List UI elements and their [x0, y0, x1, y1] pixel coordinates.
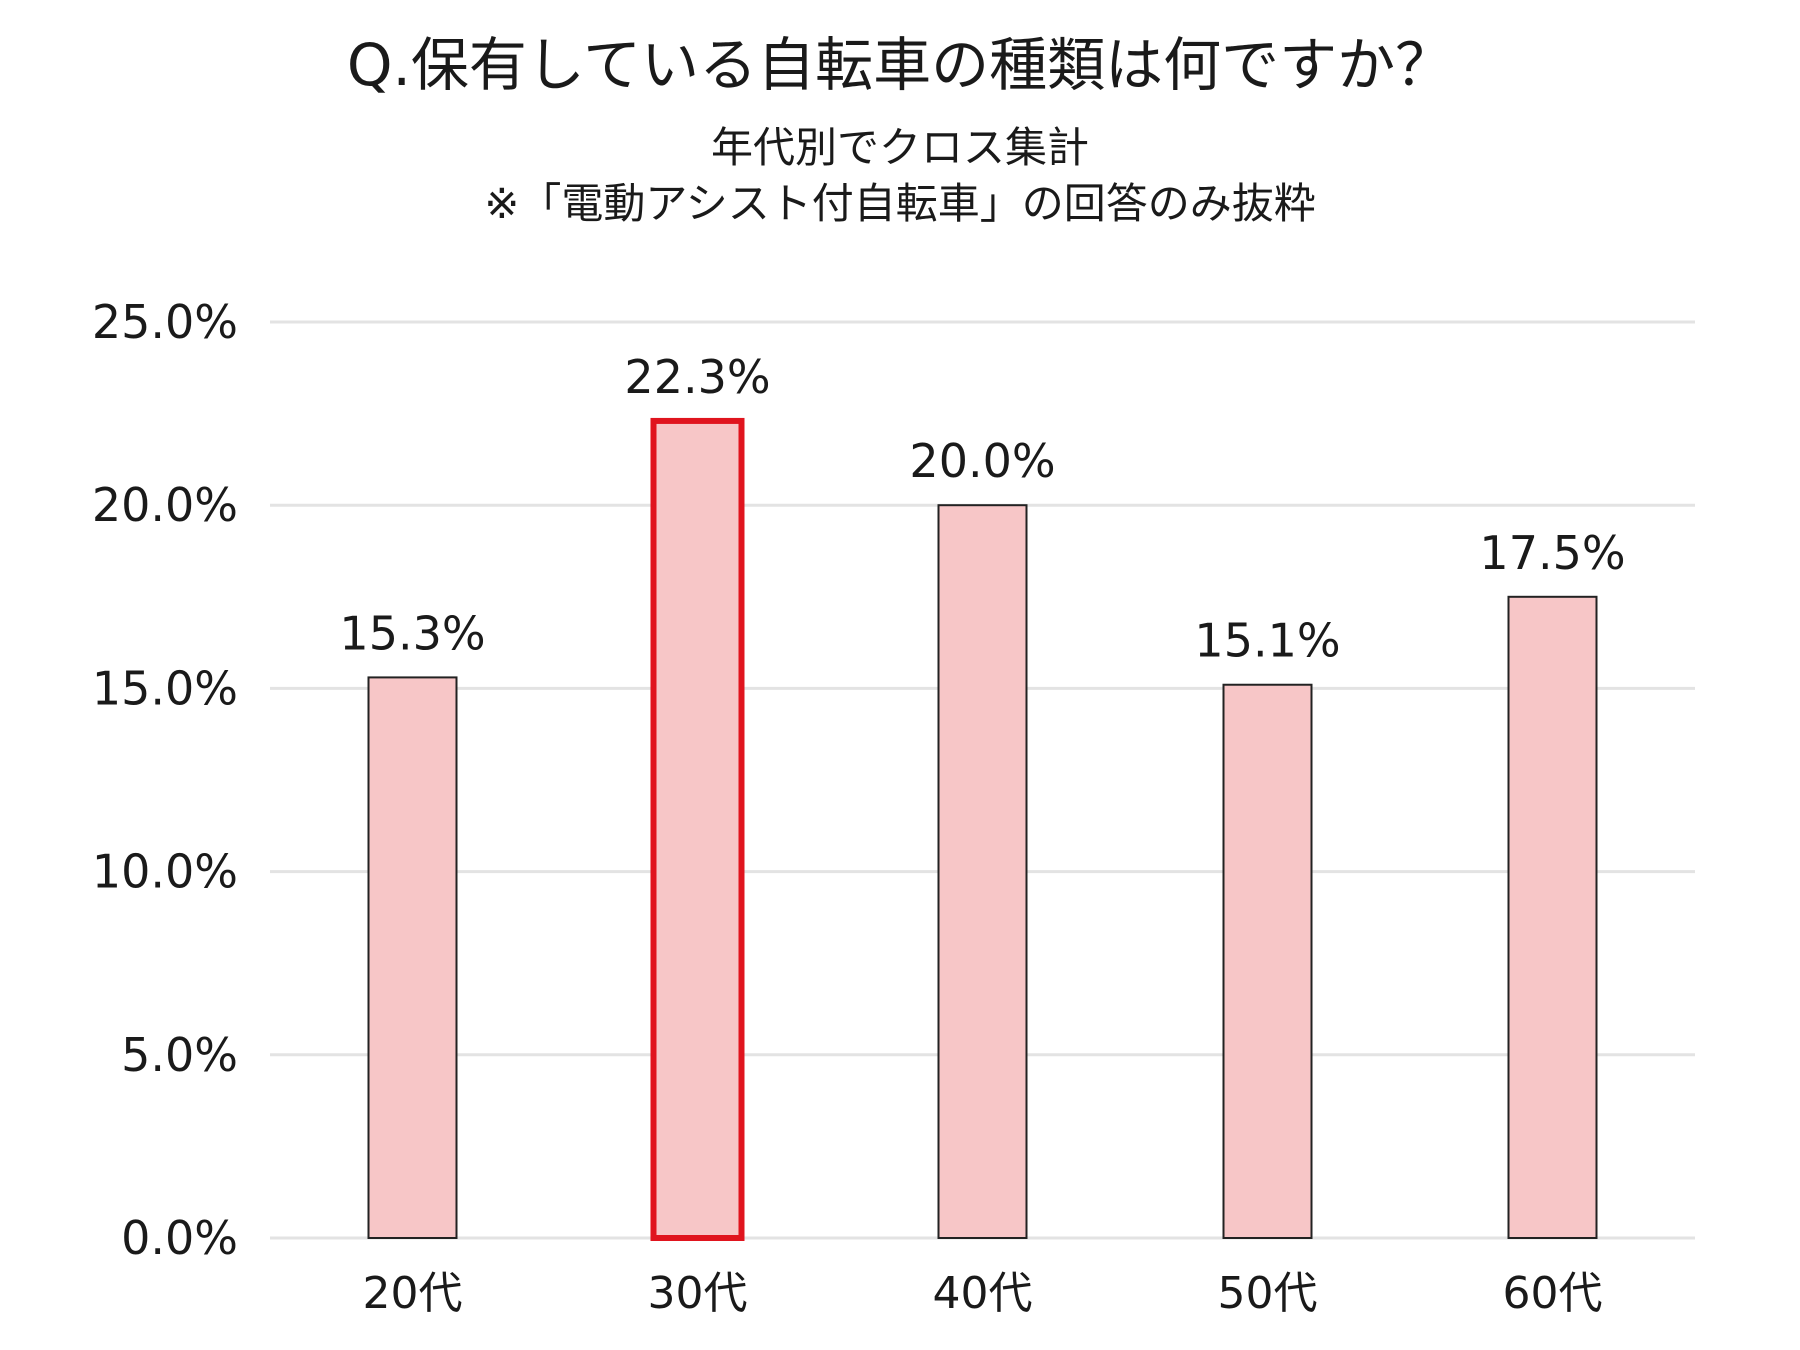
y-tick-label: 25.0%	[92, 295, 238, 349]
y-tick-label: 15.0%	[92, 661, 238, 715]
category-label: 50代	[1218, 1268, 1318, 1319]
y-tick-label: 10.0%	[92, 845, 238, 899]
category-label: 20代	[363, 1268, 463, 1319]
category-label: 40代	[933, 1268, 1033, 1319]
y-tick-label: 0.0%	[121, 1211, 238, 1265]
data-labels: 15.3% 22.3% 20.0% 15.1% 17.5%	[339, 350, 1625, 668]
chart-note: ※「電動アシスト付自転車」の回答のみ抜粋	[484, 179, 1316, 228]
bars	[367, 417, 1598, 1242]
bar-5	[1507, 595, 1598, 1239]
bar-2	[650, 417, 745, 1242]
y-axis-tick-labels: 0.0% 5.0% 10.0% 15.0% 20.0% 25.0%	[92, 295, 238, 1265]
chart-subtitle: 年代別でクロス集計	[710, 123, 1089, 172]
data-label: 22.3%	[624, 350, 770, 404]
data-label: 20.0%	[909, 434, 1055, 488]
category-labels: 20代 30代 40代 50代 60代	[363, 1268, 1603, 1319]
bar-3	[937, 504, 1028, 1239]
category-label: 60代	[1503, 1268, 1603, 1319]
bar-4	[1222, 683, 1313, 1239]
bar-1	[367, 676, 458, 1239]
y-tick-label: 5.0%	[121, 1028, 238, 1082]
category-label: 30代	[648, 1268, 748, 1319]
data-label: 15.1%	[1194, 614, 1340, 668]
data-label: 17.5%	[1479, 526, 1625, 580]
data-label: 15.3%	[339, 606, 485, 660]
chart-title: Q.保有している自転車の種類は何ですか？	[346, 31, 1454, 99]
y-tick-label: 20.0%	[92, 478, 238, 532]
